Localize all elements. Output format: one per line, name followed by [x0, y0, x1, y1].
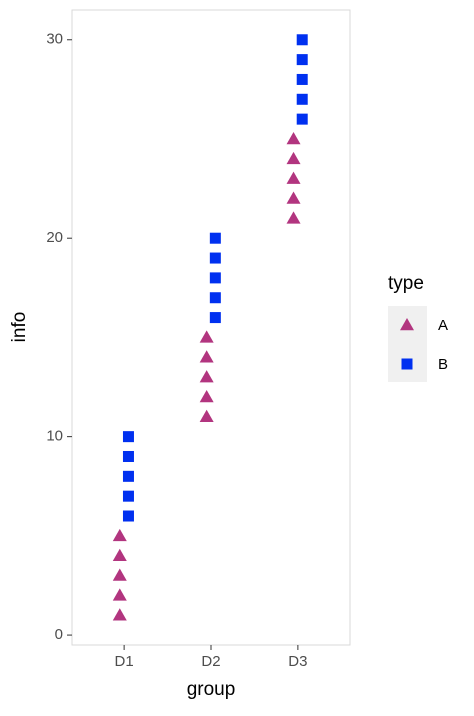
- point: [199, 389, 214, 403]
- y-axis-title: info: [9, 312, 30, 343]
- point: [209, 252, 221, 264]
- x-axis-title: group: [187, 679, 236, 700]
- point: [286, 191, 301, 204]
- point: [296, 93, 308, 105]
- point: [112, 548, 127, 561]
- point: [296, 113, 308, 125]
- legend-title: type: [388, 273, 424, 294]
- point: [296, 73, 308, 85]
- point: [199, 350, 214, 363]
- point: [112, 568, 127, 581]
- x-tick-label: D2: [201, 653, 220, 670]
- legend-label: B: [438, 356, 448, 373]
- point: [296, 54, 308, 66]
- panel: [71, 9, 351, 646]
- point: [122, 450, 134, 462]
- point: [122, 470, 134, 482]
- y-tick-label: 10: [46, 428, 63, 445]
- point: [209, 312, 221, 324]
- point: [112, 528, 127, 542]
- legend-key: [400, 318, 414, 331]
- point: [199, 370, 214, 383]
- legend-key-bg: [388, 306, 427, 382]
- y-tick-label: 30: [46, 31, 63, 48]
- point: [209, 232, 221, 244]
- point: [122, 431, 134, 443]
- y-tick-label: 20: [46, 229, 63, 246]
- point: [286, 151, 301, 165]
- point: [286, 131, 301, 145]
- point: [286, 171, 301, 184]
- point: [209, 272, 221, 284]
- x-tick-label: D3: [288, 653, 307, 670]
- point: [122, 510, 134, 522]
- legend-label: A: [438, 317, 448, 334]
- y-tick-label: 0: [55, 626, 63, 643]
- point: [199, 330, 214, 343]
- point: [199, 409, 214, 423]
- legend-key: [401, 358, 413, 370]
- point: [209, 292, 221, 304]
- x-tick-label: D1: [115, 653, 134, 670]
- point: [112, 608, 127, 621]
- point: [122, 490, 134, 502]
- point: [296, 34, 308, 46]
- point: [112, 588, 127, 601]
- point: [286, 211, 301, 224]
